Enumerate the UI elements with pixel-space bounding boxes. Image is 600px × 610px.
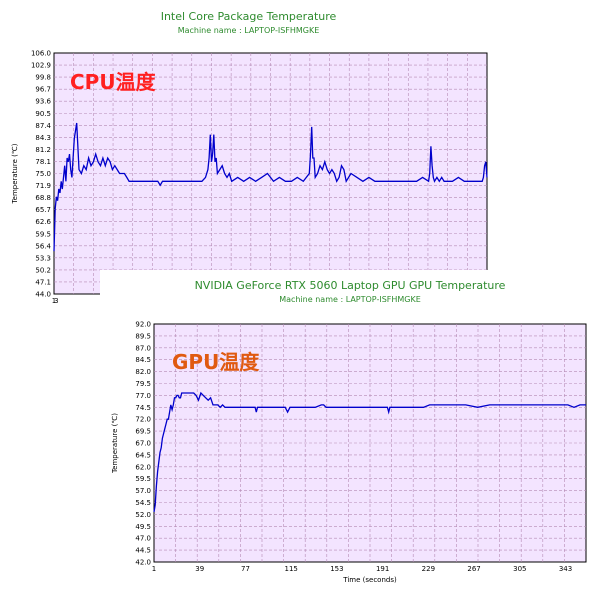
y-tick-label: 78.1 (35, 158, 51, 166)
y-tick-label: 59.5 (35, 230, 51, 238)
y-tick-label: 77.0 (135, 392, 151, 400)
y-tick-label: 42.0 (135, 559, 151, 567)
y-tick-label: 59.5 (135, 475, 151, 483)
cpu-overlay-label: CPU温度 (70, 70, 156, 94)
cpu-chart-title: Intel Core Package Temperature (160, 10, 337, 23)
x-tick-label: 153 (330, 565, 343, 573)
y-tick-label: 47.0 (135, 535, 151, 543)
x-tick-label: 191 (376, 565, 389, 573)
y-tick-label: 65.7 (35, 206, 51, 214)
gpu-chart-panel: NVIDIA GeForce RTX 5060 Laptop GPU GPU T… (100, 270, 600, 610)
y-tick-label: 99.8 (35, 74, 51, 82)
gpu-chart-subtitle: Machine name : LAPTOP-ISFHMGKE (279, 295, 421, 304)
y-tick-label: 74.5 (135, 404, 151, 412)
x-axis-label: Time (seconds) (342, 576, 397, 584)
y-axis-label: Temperature (℃) (11, 143, 19, 204)
y-tick-label: 71.9 (35, 182, 51, 190)
x-tick-label: 77 (241, 565, 250, 573)
y-tick-label: 87.4 (35, 122, 51, 130)
y-tick-label: 68.8 (35, 194, 51, 202)
y-tick-label: 64.5 (135, 451, 151, 459)
x-tick-label: 3 (54, 297, 58, 305)
series-line (153, 391, 586, 513)
gpu-chart-svg: 92.0 89.5 87.0 84.5 82.0 79.5 77.0 74.5 72.0 69.5… (111, 321, 587, 584)
series-line (53, 122, 488, 252)
y-tick-label: 67.0 (135, 440, 151, 448)
cpu-chart-subtitle: Machine name : LAPTOP-ISFHMGKE (177, 26, 320, 35)
y-tick-label: 93.6 (35, 98, 51, 106)
x-tick-label: 305 (513, 565, 526, 573)
y-tick-label: 44.5 (135, 547, 151, 555)
y-tick-label: 72.0 (135, 416, 151, 424)
y-tick-label: 52.0 (135, 511, 151, 519)
y-tick-label: 90.5 (35, 110, 51, 118)
y-tick-label: 69.5 (135, 428, 151, 436)
y-tick-label: 89.5 (135, 332, 151, 340)
y-tick-label: 44.0 (35, 291, 51, 299)
y-tick-label: 96.7 (35, 86, 51, 94)
y-tick-label: 84.3 (35, 134, 51, 142)
gpu-overlay-label: GPU温度 (172, 350, 260, 374)
y-tick-label: 75.0 (35, 170, 51, 178)
y-axis-label: Temperature (℃) (111, 413, 119, 474)
y-tick-label: 62.6 (35, 218, 51, 226)
y-tick-label: 62.0 (135, 463, 151, 471)
x-tick-label: 115 (284, 565, 297, 573)
y-tick-label: 50.2 (35, 266, 51, 274)
y-tick-label: 56.4 (35, 242, 51, 250)
x-tick-label: 1 (52, 297, 56, 305)
y-tick-label: 53.3 (35, 254, 51, 262)
x-tick-label: 39 (195, 565, 204, 573)
y-tick-label: 84.5 (135, 356, 151, 364)
y-tick-label: 47.1 (35, 278, 51, 286)
y-tick-label: 49.5 (135, 523, 151, 531)
x-tick-label: 1 (152, 565, 156, 573)
y-tick-label: 79.5 (135, 380, 151, 388)
x-tick-label: 343 (559, 565, 572, 573)
y-tick-label: 87.0 (135, 344, 151, 352)
y-tick-label: 57.0 (135, 487, 151, 495)
gpu-chart-title: NVIDIA GeForce RTX 5060 Laptop GPU GPU T… (194, 279, 506, 292)
cpu-chart-panel: Intel Core Package Temperature Machine n… (0, 0, 497, 335)
y-tick-label: 54.5 (135, 499, 151, 507)
y-tick-label: 92.0 (135, 321, 151, 329)
x-tick-label: 229 (422, 565, 435, 573)
y-tick-label: 82.0 (135, 368, 151, 376)
cpu-chart-svg: 106.0 102.9 99.8 96.7 93.6 90.5 87.4 84.3 81.2 78… (11, 50, 488, 305)
y-tick-label: 102.9 (31, 62, 51, 70)
y-tick-label: 81.2 (35, 146, 51, 154)
x-tick-label: 267 (467, 565, 480, 573)
y-tick-label: 106.0 (31, 50, 51, 58)
